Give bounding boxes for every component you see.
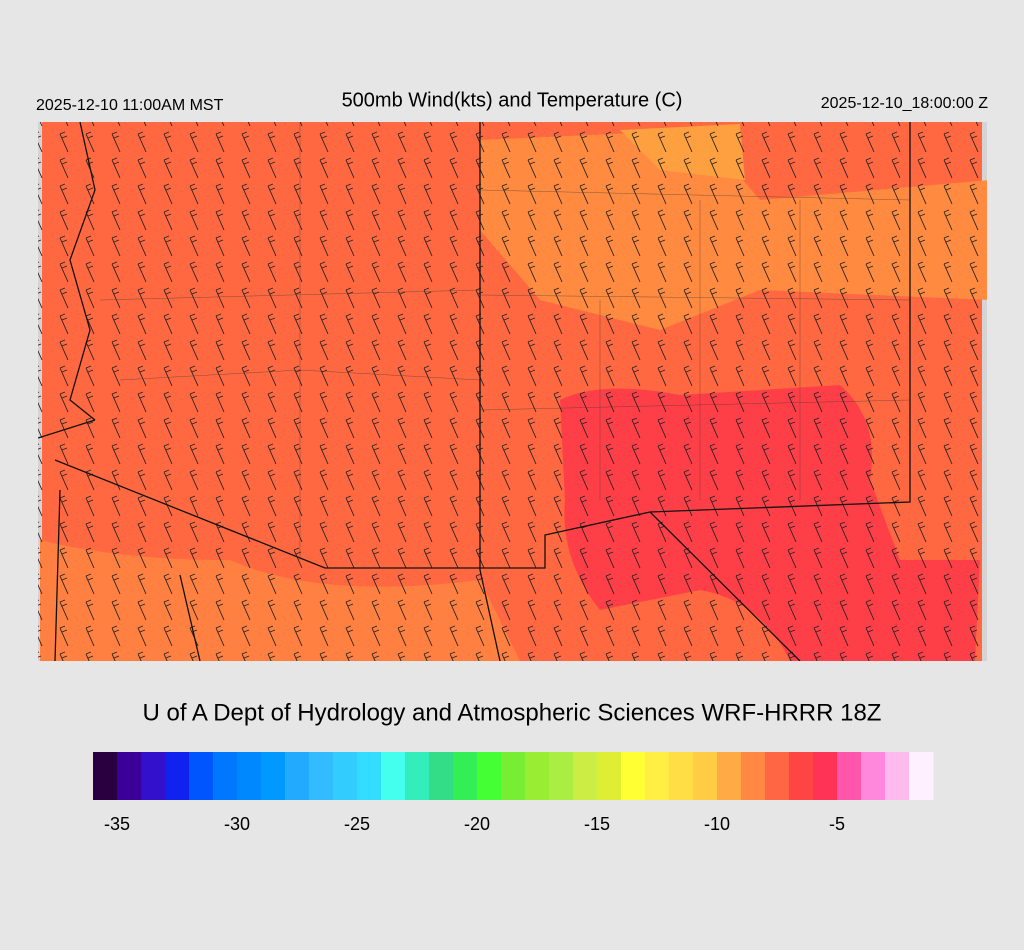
color-swatch	[117, 752, 142, 800]
color-swatch	[861, 752, 886, 800]
color-swatch	[477, 752, 502, 800]
map-title: 500mb Wind(kts) and Temperature (C)	[342, 89, 683, 111]
color-swatch	[357, 752, 382, 800]
colorbar-tick-label: -20	[464, 814, 490, 834]
color-swatch	[765, 752, 790, 800]
credit: U of A Dept of Hydrology and Atmospheric…	[143, 699, 882, 726]
color-swatch	[213, 752, 238, 800]
color-swatch	[741, 752, 766, 800]
color-swatch	[549, 752, 574, 800]
color-swatch	[837, 752, 862, 800]
color-swatch	[573, 752, 598, 800]
color-swatch	[501, 752, 526, 800]
color-swatch	[717, 752, 742, 800]
local-time: 2025-12-10 11:00AM MST	[36, 97, 224, 114]
colorbar-tick-label: -35	[104, 814, 130, 834]
valid-time: 2025-12-10_18:00:00 Z	[821, 95, 988, 112]
colorbar-tick-label: -5	[829, 814, 845, 834]
color-swatch	[405, 752, 430, 800]
colorbar: -35 -30 -25 -20 -15 -10 -5	[93, 752, 934, 834]
color-swatch	[381, 752, 406, 800]
color-swatch	[669, 752, 694, 800]
color-swatch	[813, 752, 838, 800]
color-swatch	[621, 752, 646, 800]
color-swatch	[93, 752, 118, 800]
color-swatch	[285, 752, 310, 800]
color-swatch	[525, 752, 550, 800]
color-swatch	[885, 752, 910, 800]
color-swatch	[789, 752, 814, 800]
color-swatch	[309, 752, 334, 800]
colorbar-tick-label: -30	[224, 814, 250, 834]
colorbar-tick-label: -10	[704, 814, 730, 834]
color-swatch	[237, 752, 262, 800]
color-swatch	[645, 752, 670, 800]
color-swatch	[597, 752, 622, 800]
color-swatch	[693, 752, 718, 800]
colorbar-tick-label: -15	[584, 814, 610, 834]
color-swatch	[261, 752, 286, 800]
color-swatch	[333, 752, 358, 800]
color-swatch	[189, 752, 214, 800]
color-swatch	[453, 752, 478, 800]
color-swatch	[909, 752, 934, 800]
colorbar-tick-label: -25	[344, 814, 370, 834]
color-swatch	[165, 752, 190, 800]
color-swatch	[429, 752, 454, 800]
color-swatch	[141, 752, 166, 800]
map	[38, 122, 987, 661]
